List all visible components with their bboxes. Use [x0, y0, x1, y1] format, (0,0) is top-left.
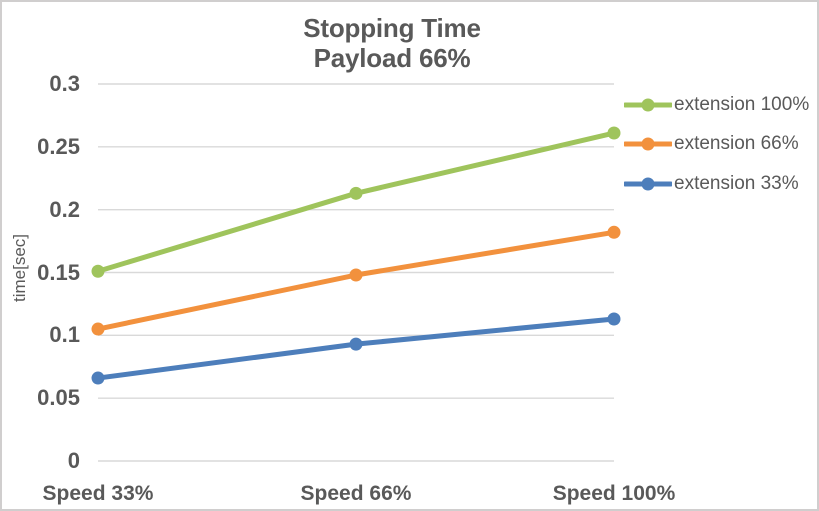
- y-tick-label: 0.05: [37, 385, 80, 411]
- data-point-marker: [349, 268, 363, 282]
- legend-marker-icon: [624, 177, 672, 191]
- data-point-marker: [91, 322, 105, 336]
- legend-label: extension 66%: [674, 133, 799, 154]
- series-line-extension-100-: [95, 130, 617, 274]
- chart-title-line1: Stopping Time: [303, 13, 481, 43]
- legend-label: extension 33%: [674, 173, 799, 194]
- legend-label: extension 100%: [674, 94, 810, 115]
- data-point-marker: [607, 312, 621, 326]
- x-tick-label: Speed 100%: [552, 482, 676, 505]
- y-tick-label: 0.15: [37, 259, 80, 285]
- x-tick-label: Speed 66%: [300, 482, 412, 505]
- legend-item-extension-33-: extension 33%: [624, 170, 799, 198]
- chart-title: Stopping Time Payload 66%: [192, 13, 592, 73]
- y-tick-label: 0.25: [37, 133, 80, 159]
- x-tick-label: Speed 33%: [42, 482, 154, 505]
- data-point-marker: [349, 337, 363, 351]
- chart-title-line2: Payload 66%: [313, 43, 471, 73]
- y-tick-label: 0.1: [49, 322, 80, 348]
- legend-item-extension-100-: extension 100%: [624, 91, 809, 119]
- data-point-marker: [607, 225, 621, 239]
- legend-marker-icon: [624, 98, 672, 112]
- data-point-marker: [91, 371, 105, 385]
- legend-marker-icon: [624, 137, 672, 151]
- y-tick-label: 0.2: [49, 196, 80, 222]
- y-tick-label: 0.3: [49, 71, 80, 96]
- legend-item-extension-66-: extension 66%: [624, 130, 799, 158]
- data-point-marker: [607, 126, 621, 140]
- y-tick-label: 0: [67, 448, 80, 473]
- data-point-marker: [349, 186, 363, 200]
- data-point-marker: [91, 264, 105, 278]
